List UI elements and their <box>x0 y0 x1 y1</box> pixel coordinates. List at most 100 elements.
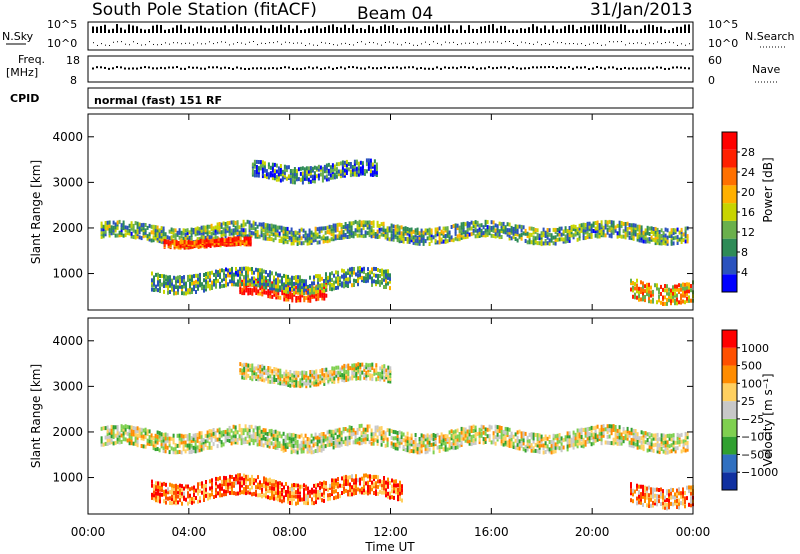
heatmap-cell <box>267 175 270 180</box>
heatmap-cell <box>226 221 229 226</box>
heatmap-cell <box>678 283 680 288</box>
heatmap-cell <box>327 168 330 173</box>
heatmap-cell <box>237 236 240 241</box>
heatmap-cell <box>248 228 251 232</box>
heatmap-cell <box>241 269 243 274</box>
heatmap-cell <box>112 228 115 233</box>
heatmap-cell <box>321 374 324 379</box>
heatmap-cell <box>316 227 319 232</box>
heatmap-cell <box>418 446 421 451</box>
heatmap-cell <box>442 434 445 439</box>
heatmap-cell <box>291 382 294 387</box>
heatmap-cell <box>648 239 651 244</box>
heatmap-cell <box>428 236 431 241</box>
heatmap-cell <box>161 492 163 497</box>
nsky-bar <box>604 24 606 33</box>
heatmap-cell <box>157 491 159 496</box>
heatmap-cell <box>276 233 279 238</box>
heatmap-cell <box>618 441 621 446</box>
heatmap-cell <box>420 446 423 451</box>
heatmap-cell <box>164 439 167 444</box>
heatmap-cell <box>526 447 529 452</box>
heatmap-cell <box>608 219 611 224</box>
heatmap-cell <box>530 240 533 245</box>
heatmap-cell <box>285 292 288 296</box>
heatmap-cell <box>345 165 348 170</box>
heatmap-cell <box>610 223 613 228</box>
heatmap-cell <box>618 220 621 225</box>
heatmap-cell <box>160 239 163 244</box>
heatmap-cell <box>248 438 251 443</box>
heatmap-cell <box>538 449 541 454</box>
heatmap-cell <box>666 450 669 455</box>
heatmap-cell <box>241 371 244 376</box>
freq-dot <box>560 66 562 69</box>
heatmap-cell <box>640 436 643 441</box>
heatmap-cell <box>142 428 145 433</box>
heatmap-cell <box>279 287 281 292</box>
heatmap-cell <box>108 220 111 225</box>
heatmap-cell <box>604 225 607 230</box>
heatmap-cell <box>258 442 261 447</box>
heatmap-cell <box>312 443 315 448</box>
heatmap-cell <box>307 295 310 300</box>
heatmap-cell <box>209 286 211 291</box>
heatmap-cell <box>390 226 393 231</box>
heatmap-cell <box>341 162 344 167</box>
heatmap-cell <box>418 241 421 246</box>
heatmap-cell <box>334 228 337 233</box>
heatmap-cell <box>662 241 665 246</box>
heatmap-cell <box>622 229 625 234</box>
heatmap-cell <box>203 278 205 283</box>
nsearch-dot <box>637 42 638 44</box>
heatmap-cell <box>266 225 269 230</box>
heatmap-cell <box>112 441 115 446</box>
heatmap-cell <box>400 239 403 243</box>
heatmap-cell <box>668 292 670 297</box>
heatmap-cell <box>330 225 333 229</box>
heatmap-cell <box>318 445 321 450</box>
heatmap-cell <box>263 278 265 283</box>
heatmap-cell <box>132 223 135 228</box>
heatmap-cell <box>688 295 690 300</box>
heatmap-cell <box>264 431 267 436</box>
heatmap-cell <box>506 232 509 237</box>
heatmap-cell <box>412 238 415 242</box>
heatmap-cell <box>572 430 575 435</box>
freq-dot <box>480 67 482 70</box>
heatmap-cell <box>208 230 211 235</box>
heatmap-cell <box>244 234 247 239</box>
heatmap-cell <box>287 281 289 286</box>
heatmap-cell <box>325 169 328 174</box>
heatmap-cell <box>267 371 270 376</box>
nsearch-dot <box>217 42 218 44</box>
nsearch-dot <box>161 43 162 45</box>
heatmap-cell <box>375 368 378 373</box>
nsearch-dot <box>277 41 278 43</box>
heatmap-cell <box>530 432 533 437</box>
heatmap-cell <box>146 225 149 230</box>
heatmap-cell <box>354 435 357 439</box>
nsky-bar <box>184 28 186 33</box>
nsearch-dot <box>233 43 234 45</box>
heatmap-cell <box>644 284 646 289</box>
heatmap-cell <box>574 224 577 229</box>
heatmap-cell <box>385 273 387 277</box>
heatmap-cell <box>498 232 501 237</box>
heatmap-cell <box>159 286 161 291</box>
heatmap-cell <box>383 277 385 282</box>
heatmap-cell <box>214 430 217 435</box>
heatmap-cell <box>582 444 585 449</box>
heatmap-cell <box>376 428 379 433</box>
heatmap-cell <box>239 368 242 373</box>
heatmap-cell <box>678 300 680 305</box>
heatmap-cell <box>128 428 131 433</box>
heatmap-cell <box>392 445 395 449</box>
heatmap-cell <box>384 431 387 436</box>
nsky-bar <box>496 28 498 33</box>
heatmap-cell <box>666 297 668 302</box>
heatmap-cell <box>252 431 255 436</box>
heatmap-cell <box>261 169 264 174</box>
heatmap-cell <box>658 236 661 240</box>
heatmap-cell <box>658 450 661 455</box>
